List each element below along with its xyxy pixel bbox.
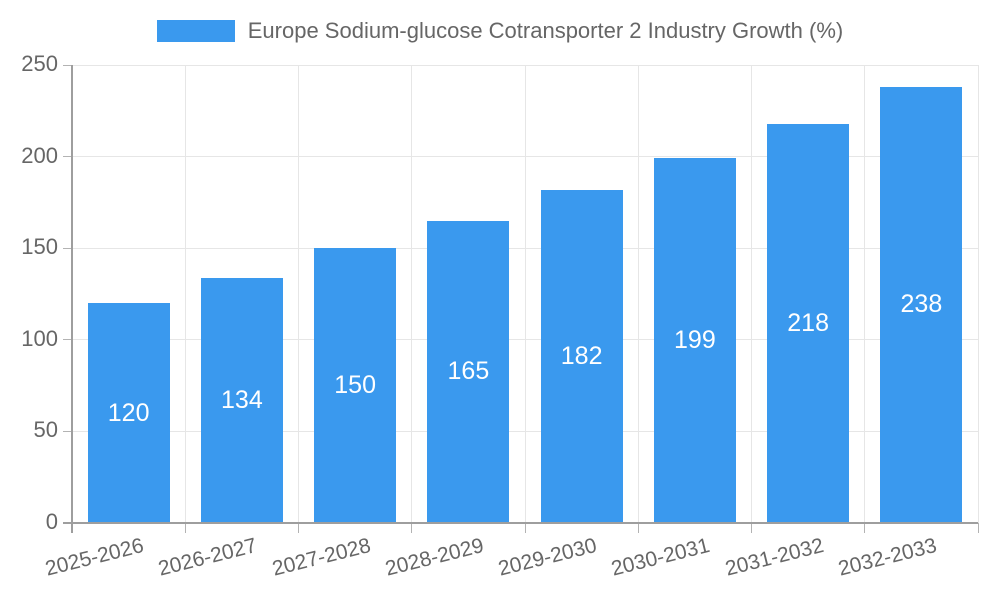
x-tick-label: 2032-2033 — [835, 534, 939, 581]
x-axis-tick — [864, 523, 866, 533]
gridline-vertical — [524, 65, 526, 523]
y-axis-line — [71, 65, 73, 533]
y-axis-tick — [63, 339, 72, 341]
bar[interactable]: 218 — [767, 123, 850, 523]
bar[interactable]: 165 — [427, 220, 510, 523]
bar-value-label: 238 — [900, 290, 943, 319]
x-tick-label: 2027-2028 — [269, 534, 373, 581]
bar-value-label: 165 — [447, 357, 490, 386]
x-axis-tick — [524, 523, 526, 533]
bar[interactable]: 182 — [540, 189, 623, 523]
gridline-vertical — [864, 65, 866, 523]
gridline-vertical — [977, 65, 979, 523]
chart-legend[interactable]: Europe Sodium-glucose Cotransporter 2 In… — [0, 18, 1000, 44]
x-axis-tick — [298, 523, 299, 533]
gridline-vertical — [298, 65, 299, 523]
x-axis-tick — [411, 523, 413, 533]
bar-value-label: 150 — [334, 371, 376, 400]
bar-value-label: 218 — [787, 308, 829, 337]
y-tick-label: 100 — [21, 325, 58, 351]
y-tick-label: 0 — [45, 508, 58, 534]
y-axis-tick — [63, 430, 72, 432]
bar-value-label: 199 — [674, 326, 716, 355]
gridline-vertical — [751, 65, 752, 523]
y-tick-label: 200 — [21, 142, 58, 168]
x-tick-label: 2028-2029 — [382, 534, 486, 581]
bar-value-label: 134 — [221, 385, 263, 414]
y-axis-tick — [63, 64, 72, 66]
x-tick-label: 2026-2027 — [156, 534, 260, 581]
bar-value-label: 182 — [560, 341, 603, 370]
x-axis-tick — [637, 523, 639, 533]
x-axis-line — [63, 522, 978, 524]
gridline-vertical — [637, 65, 639, 523]
bar[interactable]: 150 — [314, 248, 397, 523]
chart-title: Europe Sodium-glucose Cotransporter 2 In… — [247, 18, 844, 43]
y-tick-label: 50 — [33, 417, 58, 443]
y-tick-label: 250 — [21, 50, 58, 76]
bar[interactable]: 238 — [880, 86, 963, 523]
bar-value-label: 120 — [107, 398, 150, 427]
x-tick-label: 2031-2032 — [722, 534, 826, 581]
y-axis-tick — [63, 156, 72, 158]
bar[interactable]: 134 — [200, 277, 283, 523]
bar[interactable]: 199 — [653, 158, 736, 523]
legend-swatch — [156, 20, 235, 42]
y-tick-label: 150 — [21, 234, 58, 260]
gridline-vertical — [411, 65, 413, 523]
bar[interactable]: 120 — [87, 303, 170, 523]
x-tick-label: 2025-2026 — [43, 534, 147, 581]
gridline-vertical — [184, 65, 186, 523]
y-axis-tick — [63, 247, 72, 249]
x-tick-label: 2029-2030 — [496, 534, 600, 581]
x-axis-tick — [751, 523, 752, 533]
x-axis-tick — [184, 523, 186, 533]
x-axis-tick — [977, 523, 979, 533]
x-tick-label: 2030-2031 — [609, 534, 713, 581]
